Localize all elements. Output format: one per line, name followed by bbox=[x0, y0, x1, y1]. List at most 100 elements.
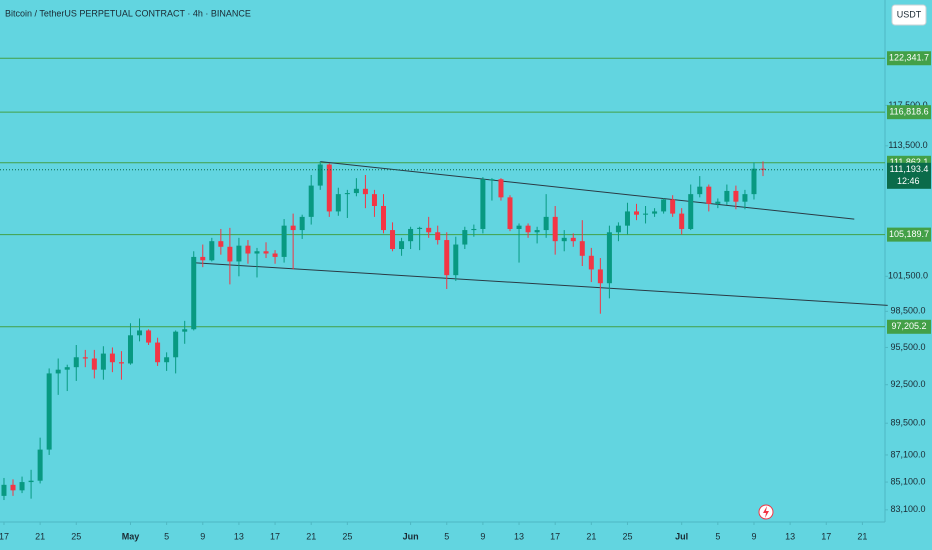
candle-body bbox=[73, 357, 79, 368]
candle-body bbox=[688, 194, 694, 229]
x-tick-label: 25 bbox=[622, 531, 632, 541]
candle-body bbox=[742, 194, 748, 202]
y-tick-label: 87,100.0 bbox=[890, 449, 925, 459]
candle-body bbox=[453, 244, 459, 276]
candle-body bbox=[408, 228, 414, 242]
candle-body bbox=[760, 168, 766, 170]
candle-body bbox=[326, 164, 332, 212]
candle-body bbox=[164, 357, 170, 363]
candle-body bbox=[335, 194, 341, 212]
y-tick-label: 98,500.0 bbox=[890, 306, 925, 316]
y-tick-label: 85,100.0 bbox=[890, 476, 925, 486]
candle-body bbox=[489, 179, 495, 181]
y-tick-label: 83,100.0 bbox=[890, 504, 925, 514]
currency-button[interactable] bbox=[891, 4, 927, 26]
candle-body bbox=[272, 253, 278, 257]
x-tick-label: 25 bbox=[342, 531, 352, 541]
x-tick-label: 9 bbox=[480, 531, 485, 541]
y-tick-label: 113,500.0 bbox=[888, 140, 927, 150]
candle-body bbox=[10, 484, 16, 491]
candle-body bbox=[624, 211, 630, 226]
level-label-box bbox=[887, 227, 931, 242]
candle-body bbox=[480, 179, 486, 229]
countdown-label: 12:46 bbox=[897, 176, 920, 186]
currency-button-label[interactable]: USDT bbox=[897, 9, 922, 19]
candle-body bbox=[652, 211, 658, 214]
candle-body bbox=[634, 211, 640, 215]
x-tick-label: 13 bbox=[514, 531, 524, 541]
candle-body bbox=[679, 213, 685, 229]
level-label: 105,189.7 bbox=[889, 229, 929, 239]
x-tick-label: 5 bbox=[164, 531, 169, 541]
candle-body bbox=[91, 358, 97, 370]
icon-bolt[interactable] bbox=[763, 506, 769, 518]
last-price-label: 111,193.4 bbox=[890, 164, 929, 174]
x-tick-label: 17 bbox=[550, 531, 560, 541]
candle-body bbox=[353, 188, 359, 194]
candle-body bbox=[308, 185, 314, 217]
candle-body bbox=[661, 199, 667, 212]
x-tick-label: 25 bbox=[71, 531, 81, 541]
candle-body bbox=[697, 186, 703, 195]
y-tick-label: 117,500.0 bbox=[888, 100, 927, 110]
lightning-icon[interactable] bbox=[758, 504, 774, 520]
candle-body bbox=[570, 237, 576, 242]
candle-body bbox=[290, 225, 296, 231]
candle-body bbox=[615, 225, 621, 233]
level-label-box bbox=[887, 51, 931, 66]
candle-body bbox=[191, 256, 197, 330]
candle-body bbox=[643, 213, 649, 215]
x-tick-label: May bbox=[122, 531, 140, 541]
candle-body bbox=[118, 362, 124, 364]
candle-body bbox=[706, 186, 712, 204]
candle-body bbox=[109, 353, 115, 363]
candle-body bbox=[507, 197, 513, 229]
candle-body bbox=[137, 330, 143, 336]
last-price-box bbox=[887, 162, 931, 189]
trendline bbox=[191, 262, 888, 306]
candle-body bbox=[182, 329, 188, 332]
candle-body bbox=[263, 251, 269, 254]
candle-body bbox=[236, 245, 242, 262]
candle-body bbox=[444, 240, 450, 276]
candle-body bbox=[218, 241, 224, 247]
level-label: 122,341.7 bbox=[889, 53, 929, 63]
x-tick-label: 9 bbox=[200, 531, 205, 541]
candle-body bbox=[55, 369, 61, 374]
chart-title: Bitcoin / TetherUS PERPETUAL CONTRACT · … bbox=[5, 8, 251, 18]
level-label: 111,862.1 bbox=[890, 157, 929, 167]
candle-body bbox=[146, 330, 152, 343]
x-tick-label: 17 bbox=[270, 531, 280, 541]
candle-body bbox=[579, 241, 585, 256]
candle-body bbox=[751, 168, 757, 195]
candle-body bbox=[733, 190, 739, 202]
y-tick-label: 95,500.0 bbox=[890, 342, 925, 352]
candle-body bbox=[362, 188, 368, 195]
candle-body bbox=[254, 251, 260, 254]
candle-body bbox=[390, 230, 396, 250]
x-tick-label: 17 bbox=[821, 531, 831, 541]
candle-body bbox=[417, 227, 423, 229]
x-tick-label: 17 bbox=[0, 531, 9, 541]
candle-body bbox=[209, 241, 215, 261]
candle-body bbox=[82, 357, 88, 359]
candle-body bbox=[380, 205, 386, 231]
candle-body bbox=[426, 227, 432, 233]
y-tick-label: 92,500.0 bbox=[890, 379, 925, 389]
candle-body bbox=[606, 232, 612, 284]
candle-body bbox=[344, 193, 350, 195]
x-tick-label: 21 bbox=[586, 531, 596, 541]
x-tick-label: Jul bbox=[675, 531, 688, 541]
y-tick-label: 89,500.0 bbox=[890, 418, 925, 428]
candle-body bbox=[534, 230, 540, 233]
candle-body bbox=[435, 232, 441, 241]
candle-body bbox=[724, 190, 730, 202]
candle-body bbox=[19, 482, 25, 491]
candle-body bbox=[670, 199, 676, 214]
candle-body bbox=[597, 269, 603, 284]
candle-body bbox=[516, 225, 522, 229]
x-tick-label: 21 bbox=[306, 531, 316, 541]
candle-body bbox=[245, 245, 251, 254]
